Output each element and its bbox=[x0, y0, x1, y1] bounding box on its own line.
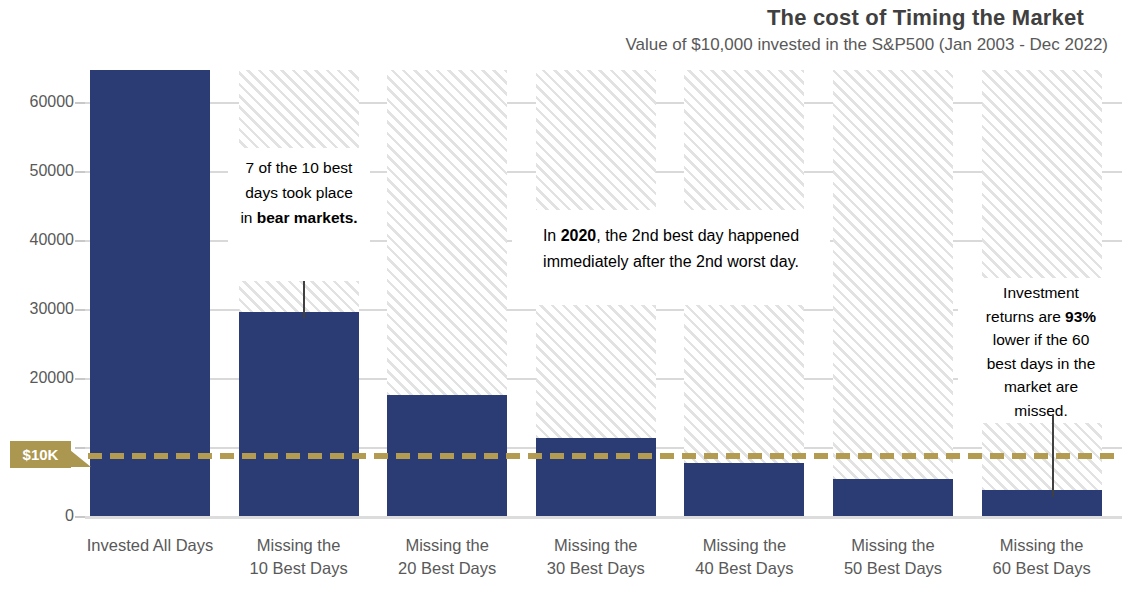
x-label-line: 30 Best Days bbox=[516, 557, 676, 580]
bar-invested-all-days bbox=[90, 70, 210, 516]
x-label-line: Missing the bbox=[962, 534, 1122, 557]
y-tick-20000 bbox=[75, 378, 85, 380]
y-tick-0 bbox=[75, 516, 85, 518]
x-label-line: 10 Best Days bbox=[219, 557, 379, 580]
bar-missing-the-10-best-days bbox=[239, 312, 359, 516]
annotation-bear-markets: 7 of the 10 best days took place in bear… bbox=[228, 148, 370, 281]
y-tick-50000 bbox=[75, 171, 85, 173]
x-label-missing-the-30-best-days: Missing the30 Best Days bbox=[516, 534, 676, 580]
10k-reference-line bbox=[88, 453, 1122, 459]
y-label-30000: 30000 bbox=[0, 300, 74, 318]
10k-badge-label: $10K bbox=[23, 446, 59, 463]
x-label-line: Missing the bbox=[516, 534, 676, 557]
x-label-line: 50 Best Days bbox=[813, 557, 973, 580]
annotation-2020: In 2020, the 2nd best day happened immed… bbox=[512, 210, 830, 305]
annotation-bear-markets-text: 7 of the 10 best days took place in bear… bbox=[239, 155, 359, 230]
x-label-line: Missing the bbox=[219, 534, 379, 557]
x-label-missing-the-40-best-days: Missing the40 Best Days bbox=[664, 534, 824, 580]
y-label-20000: 20000 bbox=[0, 369, 74, 387]
10k-badge: $10K bbox=[10, 441, 71, 468]
x-axis-line bbox=[85, 516, 1122, 519]
y-label-0: 0 bbox=[0, 507, 74, 525]
x-label-missing-the-50-best-days: Missing the50 Best Days bbox=[813, 534, 973, 580]
y-label-50000: 50000 bbox=[0, 162, 74, 180]
x-label-line: Invested All Days bbox=[70, 534, 230, 557]
x-label-missing-the-20-best-days: Missing the20 Best Days bbox=[367, 534, 527, 580]
missed-gain-hatch-missing-the-50-best-days bbox=[833, 70, 953, 479]
chart-canvas: The cost of Timing the Market Value of $… bbox=[0, 0, 1125, 596]
x-label-line: Missing the bbox=[813, 534, 973, 557]
y-label-60000: 60000 bbox=[0, 93, 74, 111]
x-label-missing-the-60-best-days: Missing the60 Best Days bbox=[962, 534, 1122, 580]
y-tick-60000 bbox=[75, 102, 85, 104]
x-label-line: 60 Best Days bbox=[962, 557, 1122, 580]
missed-gain-hatch-missing-the-20-best-days bbox=[387, 70, 507, 395]
annotation-93-percent: Investment returns are 93% lower if the … bbox=[958, 278, 1124, 423]
x-label-invested-all-days: Invested All Days bbox=[70, 534, 230, 557]
y-label-40000: 40000 bbox=[0, 231, 74, 249]
y-tick-40000 bbox=[75, 240, 85, 242]
chart-subtitle: Value of $10,000 invested in the S&P500 … bbox=[625, 35, 1108, 55]
x-label-missing-the-10-best-days: Missing the10 Best Days bbox=[219, 534, 379, 580]
annotation-2020-text: In 2020, the 2nd best day happened immed… bbox=[530, 223, 812, 275]
y-tick-10000 bbox=[75, 447, 85, 449]
x-label-line: 40 Best Days bbox=[664, 557, 824, 580]
bar-missing-the-50-best-days bbox=[833, 479, 953, 516]
y-tick-30000 bbox=[75, 309, 85, 311]
x-label-line: 20 Best Days bbox=[367, 557, 527, 580]
chart-title: The cost of Timing the Market bbox=[767, 5, 1084, 31]
bar-missing-the-30-best-days bbox=[536, 438, 656, 516]
bar-missing-the-60-best-days bbox=[982, 490, 1102, 516]
annotation-93-percent-text: Investment returns are 93% lower if the … bbox=[977, 281, 1105, 422]
bar-missing-the-40-best-days bbox=[684, 463, 804, 516]
x-label-line: Missing the bbox=[367, 534, 527, 557]
leader-line-10-best bbox=[303, 281, 305, 318]
x-label-line: Missing the bbox=[664, 534, 824, 557]
